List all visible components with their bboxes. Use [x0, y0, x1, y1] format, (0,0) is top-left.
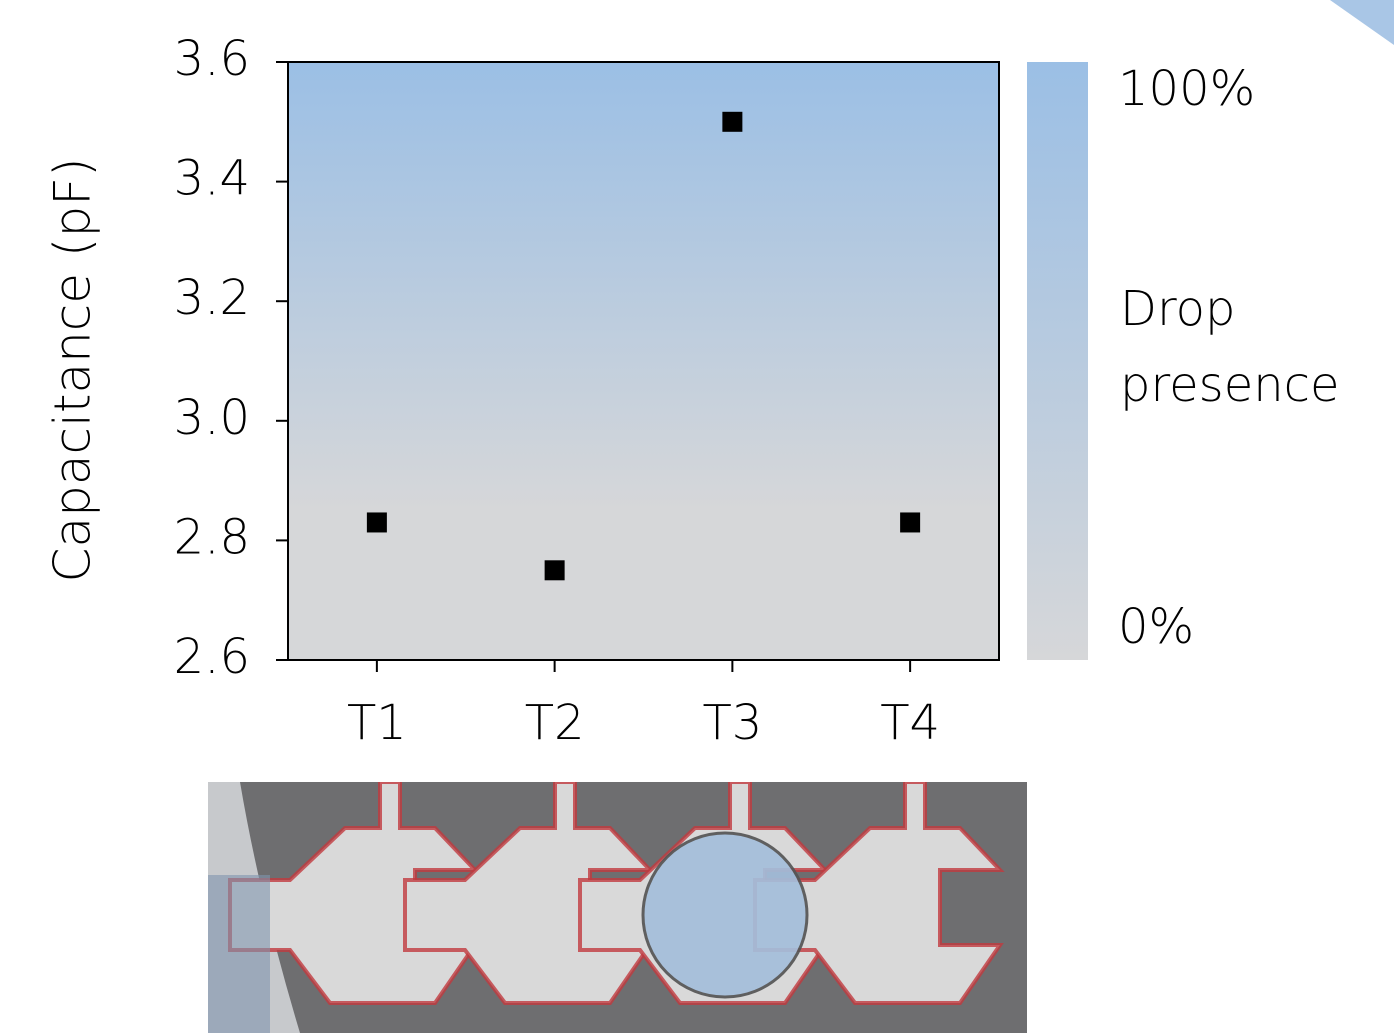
colorbar	[1027, 62, 1088, 660]
figure: Drop presence Capacitance (pF) 2.6 2.8 3.0…	[0, 0, 1394, 1033]
x-tick-label: T1	[347, 695, 407, 751]
y-tick-label: 2.6	[174, 629, 250, 685]
marker	[545, 560, 565, 580]
corner-decoration	[1330, 0, 1394, 45]
plot-background	[288, 62, 999, 660]
marker	[722, 112, 742, 132]
y-axis-label: Capacitance (pF)	[44, 158, 102, 583]
x-tick-label: T3	[702, 695, 762, 751]
colorbar-tick-label: 100%	[1118, 61, 1255, 117]
y-tick-label: 3.0	[174, 390, 250, 446]
micrograph	[208, 782, 1027, 1033]
y-tick-label: 3.2	[174, 270, 250, 326]
y-tick-label: 3.6	[174, 31, 250, 87]
colorbar-tick-label: 0%	[1118, 599, 1194, 655]
marker	[900, 512, 920, 532]
colorbar-label: Drop	[1120, 281, 1235, 337]
colorbar-label: presence	[1120, 357, 1340, 413]
x-tick-label: T2	[525, 695, 585, 751]
y-tick-label: 3.4	[174, 151, 250, 207]
marker	[367, 512, 387, 532]
y-tick-label: 2.8	[174, 509, 250, 565]
x-tick-label: T4	[880, 695, 940, 751]
